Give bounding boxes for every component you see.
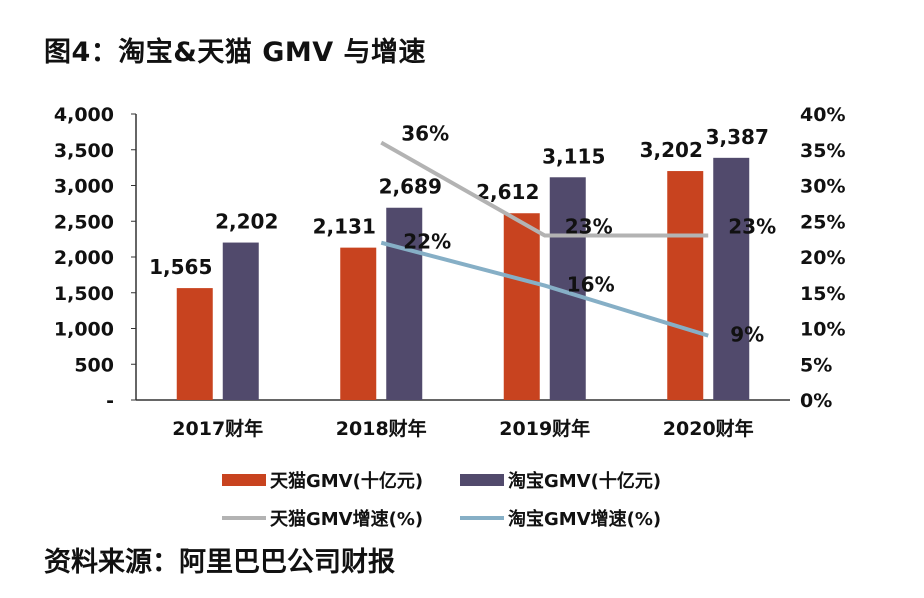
left-tick-label: 500 [74, 354, 114, 376]
x-tick-label: 2018财年 [336, 417, 427, 440]
line-data-label: 9% [730, 323, 764, 347]
bar-data-label: 2,131 [313, 215, 376, 239]
source-note: 资料来源：阿里巴巴公司财报 [44, 547, 395, 578]
left-tick-label: 2,500 [54, 211, 114, 233]
x-tick-label: 2017财年 [172, 417, 263, 440]
line-data-label: 23% [728, 215, 776, 239]
bar [176, 288, 213, 400]
left-tick-label: 1,500 [54, 283, 114, 305]
right-tick-label: 25% [800, 211, 845, 233]
right-tick-label: 30% [800, 176, 845, 198]
left-tick-label: 3,500 [54, 140, 114, 162]
right-tick-label: 40% [800, 104, 845, 126]
left-tick-label: - [106, 390, 114, 412]
line-data-label: 23% [565, 215, 613, 239]
right-tick-label: 5% [800, 354, 832, 376]
x-tick-label: 2019财年 [499, 417, 590, 440]
left-tick-label: 3,000 [54, 176, 114, 198]
left-tick-label: 2,000 [54, 247, 114, 269]
bar-data-label: 1,565 [149, 255, 212, 279]
left-tick-label: 1,000 [54, 319, 114, 341]
legend-label: 天猫GMV(十亿元) [270, 470, 423, 492]
bar [222, 242, 259, 400]
bar [503, 213, 540, 400]
bar-data-label: 3,387 [706, 125, 769, 149]
bar-data-label: 3,202 [640, 138, 703, 162]
legend-label: 天猫GMV增速(%) [270, 508, 423, 530]
line-data-label: 16% [567, 273, 615, 297]
bar [667, 171, 704, 400]
line-series [380, 240, 709, 338]
chart-title: 图4：淘宝&天猫 GMV 与增速 [44, 37, 427, 68]
legend-label: 淘宝GMV(十亿元) [508, 470, 661, 492]
x-tick-label: 2020财年 [663, 417, 754, 440]
right-tick-label: 0% [800, 390, 832, 412]
line-data-label: 22% [403, 230, 451, 254]
bar [713, 157, 750, 400]
bar-data-label: 2,202 [215, 210, 278, 234]
bar [386, 207, 423, 400]
right-tick-label: 10% [800, 319, 845, 341]
line-data-label: 36% [401, 122, 449, 146]
bar [340, 247, 377, 400]
legend-swatch [460, 474, 504, 486]
bar-data-label: 2,689 [379, 175, 442, 199]
legend-label: 淘宝GMV增速(%) [508, 508, 661, 530]
bar-data-label: 3,115 [542, 144, 605, 168]
right-tick-label: 15% [800, 283, 845, 305]
left-tick-label: 4,000 [54, 104, 114, 126]
right-tick-label: 35% [800, 140, 845, 162]
legend-swatch [222, 474, 266, 486]
line-series [380, 140, 709, 238]
right-tick-label: 20% [800, 247, 845, 269]
